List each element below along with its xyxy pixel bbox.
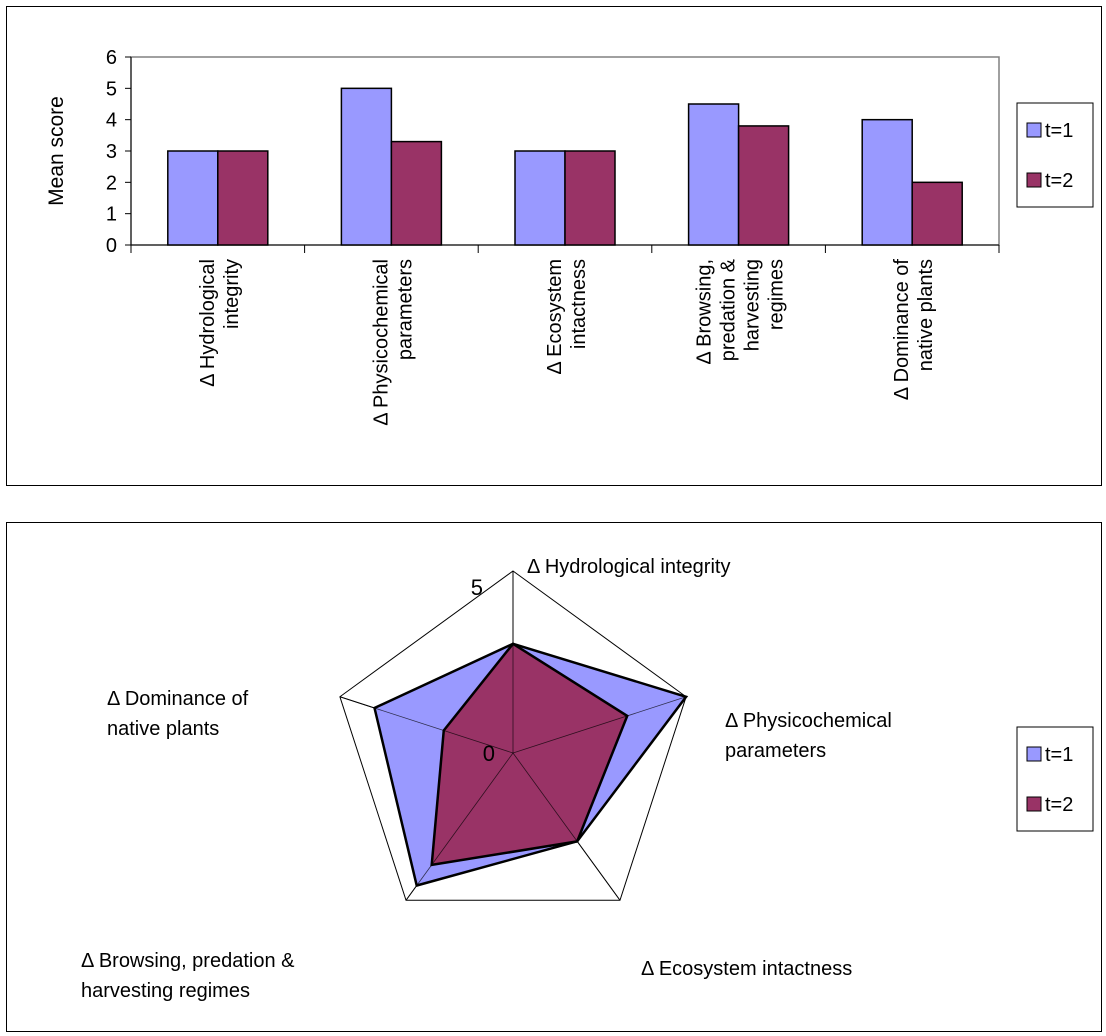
y-tick-label: 3 — [106, 141, 117, 163]
x-tick-label-0: Δ Hydrological integrity — [197, 259, 243, 387]
bar-chart: 0 1 2 3 4 5 6 Mean score Δ Hydrological integrity… — [45, 47, 1094, 426]
bar-t=1-3 — [687, 103, 740, 246]
x-tick-label-line: predation & — [718, 258, 740, 361]
legend-swatch-t=2 — [1026, 172, 1042, 188]
range-label-min: 0 — [483, 741, 495, 766]
legend-swatch-t=1 — [1026, 122, 1042, 138]
y-tick-label: 6 — [106, 47, 117, 69]
y-tick-label: 5 — [106, 78, 117, 100]
y-tick-label: 1 — [106, 204, 117, 226]
radar-axis-label-3: Δ Browsing, predation & harvesting regime… — [81, 950, 295, 1002]
legend-label: t=2 — [1045, 170, 1073, 192]
bar-t=2-4 — [911, 181, 963, 246]
radar-axis-label-0: Δ Hydrological integrity — [527, 556, 730, 578]
radar-axis-label-line: Δ Hydrological integrity — [527, 556, 730, 578]
radar-web — [339, 570, 687, 901]
radar-spoke-overlay — [512, 696, 687, 754]
x-tick-label-line: Δ Dominance of — [891, 259, 913, 401]
bar-t=2-0 — [217, 150, 269, 246]
radar-axis-label-line: harvesting regimes — [81, 980, 250, 1002]
x-tick-label-4: Δ Dominance of native plants — [891, 259, 937, 401]
x-tick-label-line: intactness — [568, 259, 590, 349]
x-tick-label-line: native plants — [915, 259, 937, 371]
x-tick-label-line: Δ Hydrological — [197, 259, 219, 387]
x-tick-label-line: Δ Physicochemical — [370, 259, 392, 426]
legend-swatch-t=2 — [1026, 796, 1042, 812]
x-tick-label-1: Δ Physicochemical parameters — [370, 259, 416, 426]
radar-axis-label-line: Δ Physicochemical — [725, 710, 892, 732]
legend: t=1 t=2 — [1016, 726, 1094, 832]
radar-axis-label-line: parameters — [725, 740, 826, 762]
bar-t=2-2 — [564, 150, 616, 246]
radar-axis-label-line: Δ Dominance of — [107, 688, 249, 710]
bar-t=2-1 — [390, 140, 443, 246]
x-tick-label-line: Δ Ecosystem — [544, 259, 566, 375]
legend: t=1 t=2 — [1016, 102, 1094, 208]
x-tick-label-line: integrity — [221, 259, 243, 329]
y-tick-label: 4 — [106, 110, 117, 132]
radar-area-t=2 — [430, 642, 629, 867]
bar-t=2-3 — [737, 125, 790, 246]
x-tick-label-line: parameters — [394, 259, 416, 360]
x-tick-label-2: Δ Ecosystem intactness — [544, 259, 590, 375]
bar-t=1-1 — [340, 87, 393, 246]
radar-spoke-overlay — [339, 696, 514, 754]
y-axis-label: Mean score — [45, 96, 68, 206]
legend-swatch-t=1 — [1026, 746, 1042, 762]
bar-t=1-2 — [514, 150, 566, 246]
radar-axis-label-line: Δ Browsing, predation & — [81, 950, 295, 972]
x-tick-label-line: harvesting — [742, 259, 764, 351]
y-tick-label: 2 — [106, 172, 117, 194]
legend-label: t=1 — [1045, 120, 1073, 142]
bar-chart-panel: 0 1 2 3 4 5 6 Mean score Δ Hydrological integrity… — [6, 6, 1102, 486]
x-tick-label-3: Δ Browsing, predation & harvesting regimes — [694, 258, 788, 364]
radar-axis-label-4: Δ Dominance of native plants — [107, 688, 249, 740]
radar-chart-panel: 5 0 Δ Hydrological integrity Δ Physicochemi… — [6, 522, 1102, 1032]
legend-label: t=2 — [1045, 794, 1073, 816]
legend-label: t=1 — [1045, 744, 1073, 766]
range-label-max: 5 — [471, 575, 483, 600]
radar-spoke-overlay — [512, 752, 621, 901]
x-tick-label-line: Δ Browsing, — [694, 259, 716, 365]
radar-spoke-overlay — [405, 752, 514, 901]
radar-axis-label-line: native plants — [107, 718, 219, 740]
radar-chart: 5 0 Δ Hydrological integrity Δ Physicochemi… — [81, 556, 1094, 1002]
radar-axis-label-line: Δ Ecosystem intactness — [641, 958, 852, 980]
radar-axis-label-2: Δ Ecosystem intactness — [641, 958, 852, 980]
legend-box — [1016, 726, 1094, 832]
legend-box — [1016, 102, 1094, 208]
bar-t=1-4 — [861, 118, 913, 246]
x-tick-label-line: regimes — [766, 259, 788, 330]
radar-axis-label-1: Δ Physicochemical parameters — [725, 710, 892, 762]
bar-t=1-0 — [167, 150, 219, 246]
y-tick-label: 0 — [106, 235, 117, 257]
